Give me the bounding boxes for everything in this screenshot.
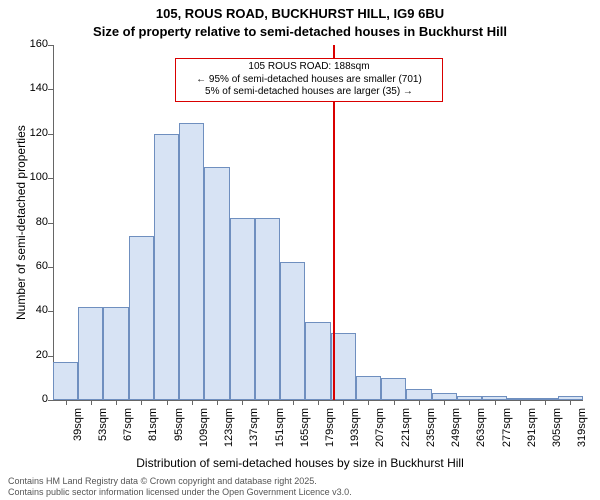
histogram-bar [406,389,431,400]
x-tick-label: 39sqm [72,408,84,448]
y-tick-label: 140 [18,82,48,94]
x-tick-label: 53sqm [97,408,109,448]
y-tick-label: 20 [18,349,48,361]
x-tick-label: 277sqm [501,408,513,448]
y-tick-label: 120 [18,127,48,139]
x-tick-label: 319sqm [576,408,588,448]
x-axis-label: Distribution of semi-detached houses by … [0,456,600,470]
x-tick-label: 95sqm [173,408,185,448]
histogram-bar [179,123,204,400]
chart-title-line1: 105, ROUS ROAD, BUCKHURST HILL, IG9 6BU [0,6,600,21]
attribution-text: Contains HM Land Registry data © Crown c… [8,476,352,499]
annotation-line: 105 ROUS ROAD: 188sqm [180,61,438,74]
x-tick-label: 221sqm [400,408,412,448]
x-tick-label: 109sqm [198,408,210,448]
chart-title-line2: Size of property relative to semi-detach… [0,24,600,39]
x-tick-label: 137sqm [248,408,260,448]
histogram-bar [154,134,179,400]
x-tick-label: 291sqm [526,408,538,448]
histogram-bar [280,262,305,400]
attribution-line1: Contains HM Land Registry data © Crown c… [8,476,352,487]
x-tick-label: 123sqm [223,408,235,448]
histogram-bar [103,307,128,400]
x-tick-label: 81sqm [147,408,159,448]
annotation-box: 105 ROUS ROAD: 188sqm← 95% of semi-detac… [175,58,443,102]
annotation-line: 5% of semi-detached houses are larger (3… [180,86,438,99]
attribution-line2: Contains public sector information licen… [8,487,352,498]
annotation-line: ← 95% of semi-detached houses are smalle… [180,74,438,87]
y-tick-label: 60 [18,260,48,272]
x-tick-label: 263sqm [475,408,487,448]
histogram-bar [305,322,330,400]
x-tick-label: 235sqm [425,408,437,448]
histogram-bar [129,236,154,400]
y-tick-label: 40 [18,304,48,316]
y-tick-label: 0 [18,393,48,405]
histogram-bar [432,393,457,400]
histogram-bar [381,378,406,400]
histogram-bar [53,362,78,400]
y-tick-label: 160 [18,38,48,50]
x-tick-label: 151sqm [274,408,286,448]
chart-root: { "title": { "line1": "105, ROUS ROAD, B… [0,0,600,500]
histogram-bar [255,218,280,400]
histogram-bar [78,307,103,400]
histogram-bar [356,376,381,400]
x-tick-label: 193sqm [349,408,361,448]
x-tick-label: 165sqm [299,408,311,448]
histogram-bar [204,167,229,400]
histogram-bar [230,218,255,400]
y-tick-label: 100 [18,171,48,183]
x-tick-label: 305sqm [551,408,563,448]
x-tick-label: 207sqm [374,408,386,448]
x-tick-label: 67sqm [122,408,134,448]
x-tick-label: 249sqm [450,408,462,448]
x-tick-label: 179sqm [324,408,336,448]
y-tick-label: 80 [18,216,48,228]
